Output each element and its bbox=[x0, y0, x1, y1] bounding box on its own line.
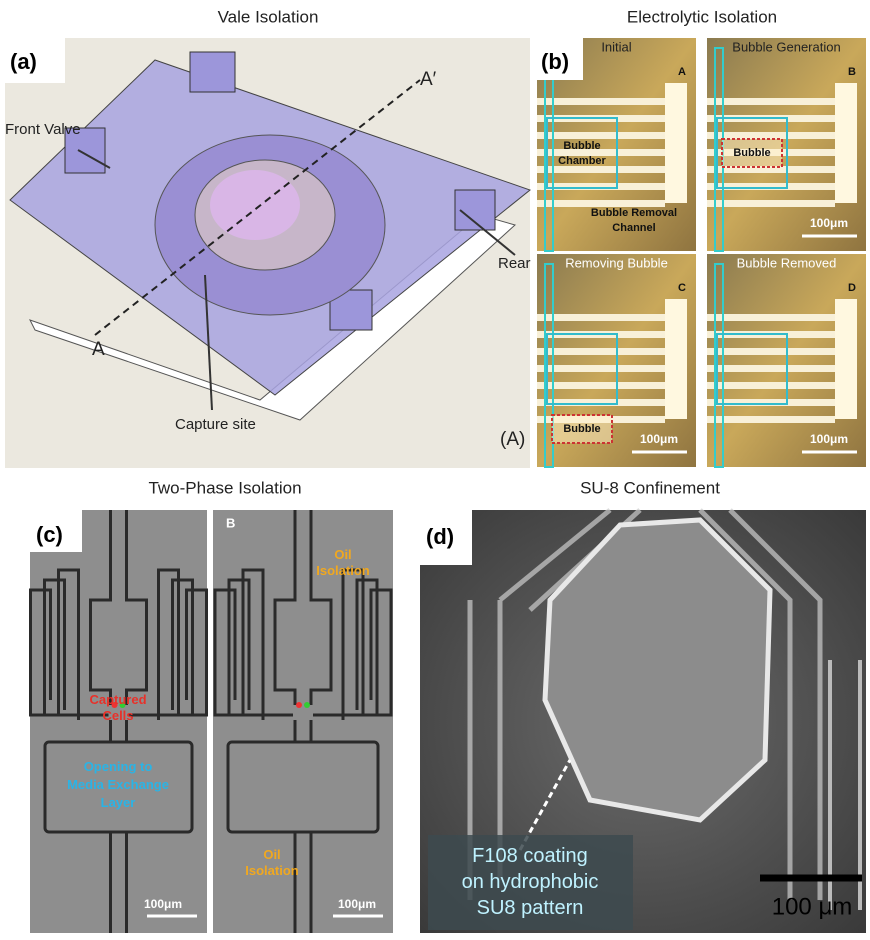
sub-letter: D bbox=[848, 282, 856, 294]
panel-title: SU-8 Confinement bbox=[580, 478, 720, 497]
sub-caption: Bubble Removed bbox=[737, 255, 837, 270]
electrode bbox=[707, 348, 835, 355]
electrode bbox=[537, 132, 665, 139]
panel-a: (a) Front Valve A′ Rear A Capture site (… bbox=[5, 38, 531, 468]
annotation: Bubble bbox=[563, 423, 600, 435]
electrode bbox=[537, 314, 665, 321]
scale-label: 100μm bbox=[338, 897, 376, 911]
sub-letter: B bbox=[226, 515, 235, 530]
annotation: Bubble Removal bbox=[591, 207, 677, 219]
sub-caption: Initial bbox=[601, 39, 631, 54]
figure: Vale Isolation Electrolytic Isolation Tw… bbox=[0, 0, 870, 935]
electrode bbox=[707, 132, 835, 139]
sub-letter: B bbox=[848, 66, 856, 78]
electrode bbox=[707, 416, 835, 423]
annotation: Bubble bbox=[733, 147, 770, 159]
panel-title: Electrolytic Isolation bbox=[627, 7, 777, 26]
panel-title: Two-Phase Isolation bbox=[148, 478, 301, 497]
scale-label: 100μm bbox=[810, 216, 848, 230]
sub-letter: C bbox=[678, 282, 686, 294]
panel-label: (c) bbox=[36, 522, 63, 547]
annotation: A bbox=[92, 339, 105, 360]
pad bbox=[665, 83, 687, 203]
annotation: A′ bbox=[420, 69, 437, 90]
panel-b: Initial A Bubble Chamber Bubble Removal Chann… bbox=[537, 38, 866, 467]
annotation: Capture site bbox=[175, 416, 256, 433]
panel-label: (d) bbox=[426, 524, 454, 549]
panel-d bbox=[420, 510, 866, 933]
sub-caption: Bubble Generation bbox=[732, 39, 840, 54]
cell bbox=[304, 702, 310, 708]
annotation: Rear bbox=[498, 255, 531, 272]
annotation: Bubble bbox=[563, 140, 600, 152]
electrode bbox=[707, 314, 835, 321]
sub-letter: A bbox=[678, 66, 686, 78]
pad bbox=[835, 83, 857, 203]
scale-label: 100μm bbox=[810, 432, 848, 446]
annotation: Channel bbox=[612, 222, 655, 234]
annotation: Front Valve bbox=[5, 121, 81, 138]
scale-label: 100μm bbox=[144, 897, 182, 911]
electrode bbox=[537, 98, 665, 105]
electrode bbox=[707, 166, 835, 173]
electrode bbox=[537, 348, 665, 355]
sub-caption: Removing Bubble bbox=[565, 255, 668, 270]
electrode bbox=[707, 98, 835, 105]
scale-label: 100 μm bbox=[772, 893, 853, 920]
electrode bbox=[537, 166, 665, 173]
annotation: (A) bbox=[500, 429, 525, 450]
panel-label: (a) bbox=[10, 49, 37, 74]
electrode bbox=[537, 382, 665, 389]
electrode bbox=[707, 200, 835, 207]
panel-title: Vale Isolation bbox=[218, 7, 319, 26]
electrode bbox=[537, 365, 665, 372]
cell bbox=[296, 702, 302, 708]
electrode bbox=[707, 382, 835, 389]
electrode bbox=[707, 365, 835, 372]
panel-label: (b) bbox=[541, 49, 569, 74]
annotation: Chamber bbox=[558, 155, 606, 167]
pad bbox=[835, 299, 857, 419]
pad bbox=[665, 299, 687, 419]
page: {"panel_a": {"title": "Vale Isolation", … bbox=[0, 0, 870, 935]
scale-label: 100μm bbox=[640, 432, 678, 446]
